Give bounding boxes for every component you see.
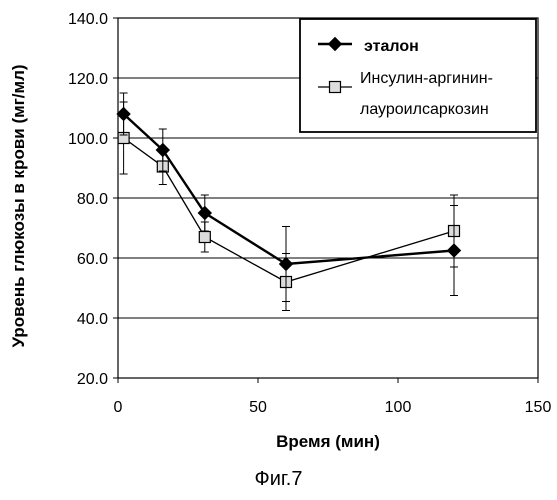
legend-label: лауроилсаркозин: [360, 101, 489, 118]
y-axis-ticks: 20.0 40.0 60.0 80.0 100.0 120.0 140.0: [68, 11, 118, 388]
data-point: [199, 232, 210, 243]
series-1: [118, 102, 459, 311]
y-tick-label: 100.0: [68, 131, 108, 148]
x-tick-label: 50: [249, 399, 267, 416]
legend-label: эталон: [364, 38, 419, 55]
legend-swatch-marker: [330, 82, 341, 93]
legend-label: Инсулин-аргинин-: [360, 70, 493, 87]
data-point: [448, 244, 461, 257]
x-tick-label: 100: [385, 399, 412, 416]
x-tick-label: 150: [525, 399, 552, 416]
y-axis-title: Уровень глюкозы в крови (мг/мл): [9, 64, 28, 347]
x-axis-title: Время (мин): [276, 432, 380, 451]
data-point: [280, 258, 293, 271]
y-tick-label: 140.0: [68, 11, 108, 28]
y-tick-label: 120.0: [68, 71, 108, 88]
legend: эталон Инсулин-аргинин-лауроилсаркозин: [300, 19, 536, 132]
x-axis-ticks: 0 50 100 150: [114, 378, 552, 416]
y-tick-label: 40.0: [77, 311, 108, 328]
figure-caption: Фиг.7: [0, 468, 557, 491]
y-tick-label: 80.0: [77, 191, 108, 208]
data-point: [198, 207, 211, 220]
y-tick-label: 60.0: [77, 251, 108, 268]
y-tick-label: 20.0: [77, 371, 108, 388]
series-line: [124, 114, 454, 264]
x-tick-label: 0: [114, 399, 123, 416]
